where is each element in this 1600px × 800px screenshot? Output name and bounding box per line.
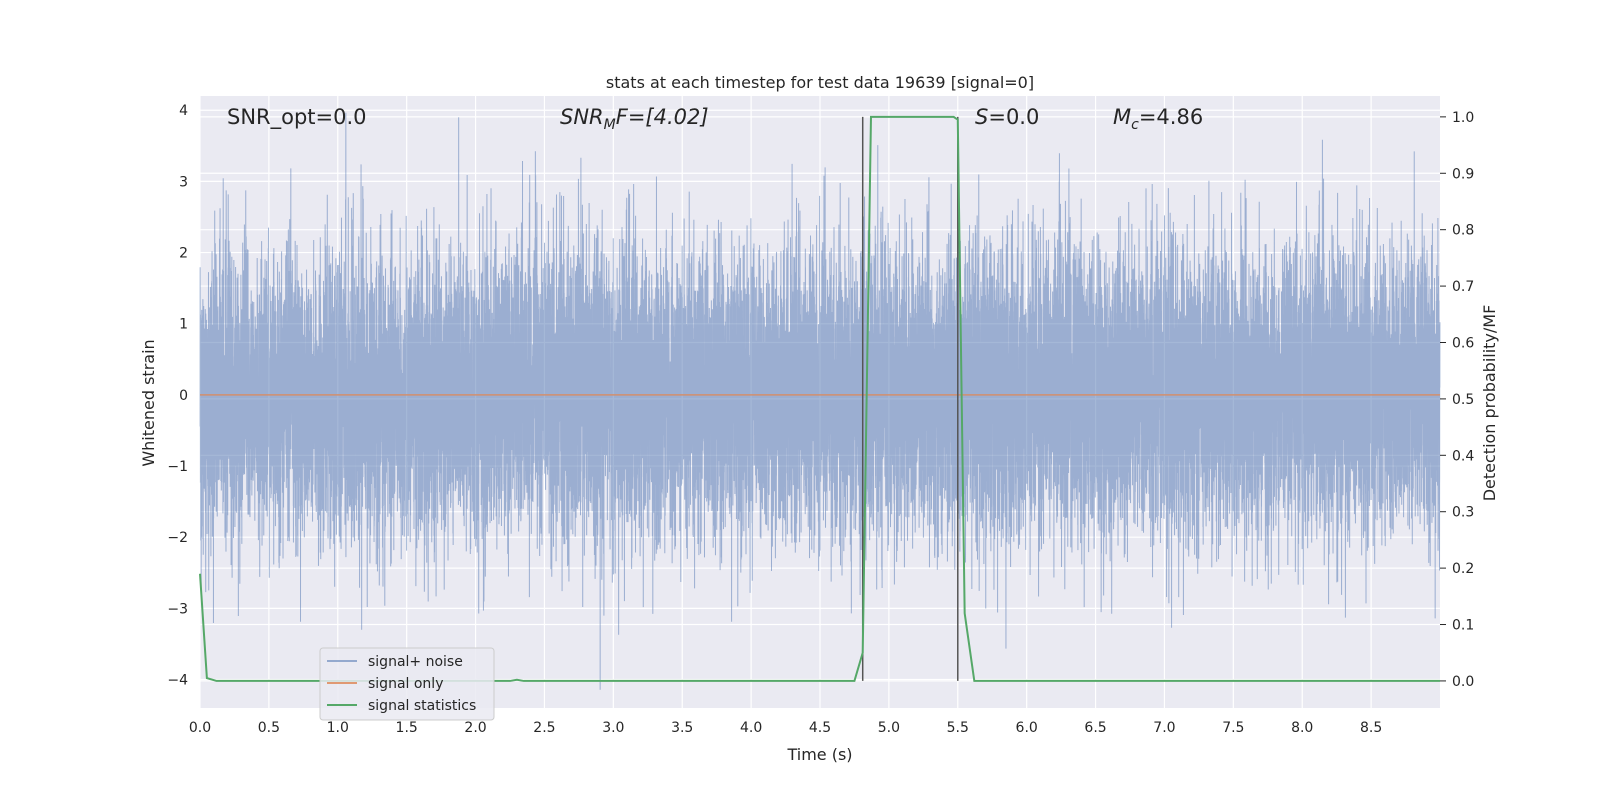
series-signal-noise	[199, 112, 1441, 690]
x-tick-label-13: 6.5	[1084, 720, 1106, 736]
y-axis-left-label: Whitened strain	[139, 339, 158, 466]
y-left-tick-label-2: 2	[179, 246, 188, 262]
x-tick-label-16: 8.0	[1291, 720, 1313, 736]
x-tick-label-10: 5.0	[878, 720, 900, 736]
y-right-tick-label-9: 0.1	[1452, 618, 1474, 634]
annotation-s-rest: =0.0	[988, 105, 1039, 129]
x-tick-label-8: 4.0	[740, 720, 762, 736]
x-tick-label-5: 2.5	[533, 720, 555, 736]
y-axis-right-label: Detection probability/MF	[1480, 305, 1499, 502]
legend-entry-signal-only: signal only	[368, 676, 443, 692]
y-left-tick-label-3: 1	[179, 317, 188, 333]
annotation-mc-sub: c	[1131, 117, 1139, 133]
annotation-snr-opt: SNR_opt=0.0	[227, 105, 367, 130]
x-tick-label-14: 7.0	[1153, 720, 1175, 736]
x-tick-label-1: 0.5	[258, 720, 280, 736]
legend-box	[319, 647, 495, 721]
y-right-tick-label-10: 0.0	[1452, 674, 1474, 690]
y-left-tick-label-7: −3	[167, 601, 188, 617]
y-right-tick-label-0: 1.0	[1452, 110, 1474, 126]
y-axis-left-ticks: 4 3 2 1 0 −1 −2 −3 −4	[167, 103, 188, 688]
x-tick-label-0: 0.0	[189, 720, 211, 736]
y-right-tick-label-3: 0.7	[1452, 279, 1474, 295]
x-tick-label-12: 6.0	[1016, 720, 1038, 736]
y-left-tick-label-5: −1	[167, 459, 188, 475]
x-axis-label: Time (s)	[786, 745, 852, 764]
y-left-tick-label-8: −4	[167, 673, 188, 689]
chart-title: stats at each timestep for test data 196…	[606, 73, 1034, 92]
y-right-tick-label-8: 0.2	[1452, 561, 1474, 577]
x-tick-label-15: 7.5	[1222, 720, 1244, 736]
y-left-tick-label-0: 4	[179, 103, 188, 119]
annotation-snr-mf-sub: M	[604, 117, 616, 133]
y-left-tick-label-1: 3	[179, 174, 188, 190]
x-tick-label-6: 3.0	[602, 720, 624, 736]
annotation-snr-mf: SNRMF=[4.02]	[560, 105, 709, 133]
annotation-mc-rest: =4.86	[1139, 105, 1203, 129]
noise-line	[199, 112, 1441, 690]
legend: signal+ noise signal only signal statist…	[319, 647, 495, 721]
annotation-snr-mf-rest: F=[4.02]	[616, 105, 709, 129]
legend-entry-signal-noise: signal+ noise	[368, 654, 463, 670]
x-axis-ticks: 0.0 0.5 1.0 1.5 2.0 2.5 3.0 3.5 4.0 4.5 5.0 5.5 6.0 6…	[189, 720, 1382, 736]
x-tick-label-7: 3.5	[671, 720, 693, 736]
annotation-snr-mf-main: SNR	[560, 105, 604, 129]
y-right-tick-label-7: 0.3	[1452, 505, 1474, 521]
legend-entry-signal-statistics: signal statistics	[368, 698, 476, 714]
x-tick-label-9: 4.5	[809, 720, 831, 736]
x-tick-label-2: 1.0	[327, 720, 349, 736]
annotation-mc-main: M	[1113, 105, 1131, 129]
annotation-mc: Mc=4.86	[1113, 105, 1203, 133]
y-axis-right-ticks: 1.0 0.9 0.8 0.7 0.6 0.5 0.4 0.3 0.2 0.1 0.0	[1440, 110, 1474, 690]
x-tick-label-17: 8.5	[1360, 720, 1382, 736]
x-tick-label-11: 5.5	[947, 720, 969, 736]
y-right-tick-label-6: 0.4	[1452, 448, 1474, 464]
y-left-tick-label-4: 0	[179, 388, 188, 404]
y-left-tick-label-6: −2	[167, 530, 188, 546]
x-tick-label-3: 1.5	[396, 720, 418, 736]
x-tick-label-4: 2.0	[464, 720, 486, 736]
y-right-tick-label-5: 0.5	[1452, 392, 1474, 408]
y-right-tick-label-4: 0.6	[1452, 335, 1474, 351]
y-right-tick-label-2: 0.8	[1452, 223, 1474, 239]
annotation-s-var: S	[975, 105, 988, 129]
annotation-s: S=0.0	[975, 105, 1039, 129]
vlines	[861, 116, 959, 681]
y-right-tick-label-1: 0.9	[1452, 166, 1474, 182]
